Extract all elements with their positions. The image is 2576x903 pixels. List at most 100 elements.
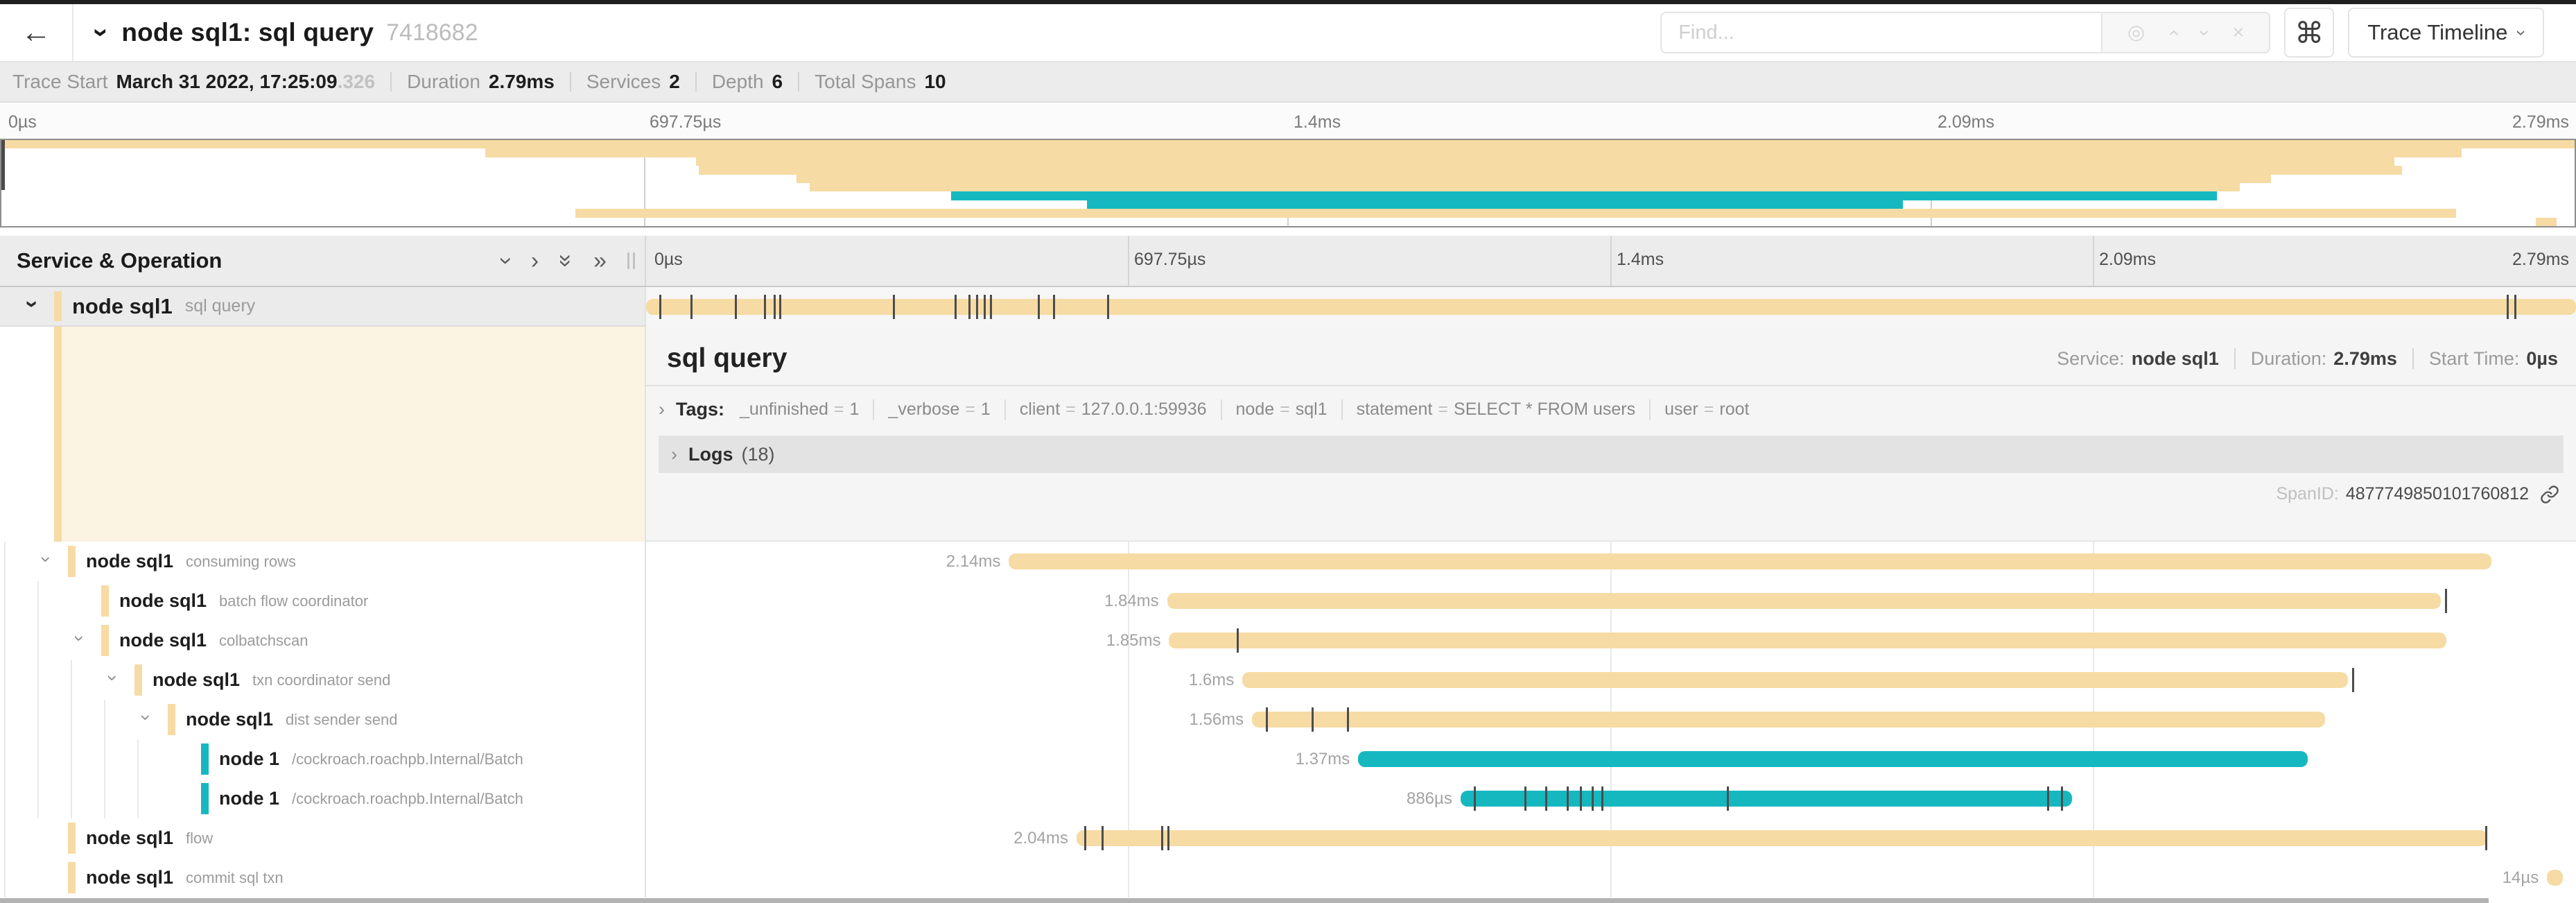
- span-name-cell[interactable]: › node sql1 consuming rows: [0, 542, 646, 581]
- indent-guide: [71, 739, 72, 779]
- trace-info-value: 2.79ms: [488, 71, 555, 92]
- span-name-cell[interactable]: node sql1 batch flow coordinator: [0, 581, 646, 621]
- span-row-timeline[interactable]: 2.04ms: [646, 818, 2576, 858]
- span-bar[interactable]: [1358, 751, 2308, 767]
- span-row-timeline[interactable]: 1.84ms: [646, 581, 2576, 621]
- span-row[interactable]: › node sql1 dist sender send 1.56ms: [0, 700, 2576, 739]
- minimap-span-bar: [485, 148, 2462, 157]
- span-row-timeline[interactable]: 886µs: [646, 779, 2576, 818]
- service-color-stripe: [68, 823, 76, 854]
- tag-item: _unfinished = 1: [740, 399, 859, 420]
- horizontal-scrollbar[interactable]: [0, 897, 2576, 903]
- span-name-cell[interactable]: › node sql1 colbatchscan: [0, 621, 646, 660]
- span-bar[interactable]: [1169, 633, 2447, 648]
- span-name-cell[interactable]: node 1/cockroach.roachpb.Internal/Batch: [0, 779, 646, 818]
- span-name-cell[interactable]: › node sql1 txn coordinator send: [0, 660, 646, 700]
- span-name-cell[interactable]: node sql1 commit sql txn: [0, 858, 646, 897]
- tags-accordion[interactable]: › Tags: _unfinished = 1 _verbose = 1 client = 12…: [646, 386, 2576, 431]
- timeline-axis-header: 0µs 697.75µs 1.4ms 2.09ms 2.79ms: [646, 236, 2576, 286]
- tag-value: 1: [980, 399, 991, 419]
- chevron-down-icon[interactable]: ›: [69, 635, 90, 642]
- log-marker-tick: [779, 295, 782, 319]
- span-row[interactable]: › node sql1 consuming rows 2.14ms: [0, 542, 2576, 581]
- span-bar[interactable]: [1009, 553, 2491, 569]
- trace-info-value: 6: [772, 71, 783, 92]
- column-resize-grip[interactable]: [627, 252, 635, 269]
- span-bar[interactable]: [1460, 791, 2073, 807]
- divider: [1220, 399, 1222, 420]
- trace-minimap: 0µs 697.75µs 1.4ms 2.09ms 2.79ms: [0, 103, 2576, 227]
- logs-accordion[interactable]: › Logs (18): [659, 436, 2564, 473]
- next-match-icon[interactable]: ›: [2193, 29, 2216, 36]
- find-group: ◎ › › ×: [1660, 12, 2271, 53]
- span-bar[interactable]: [1167, 593, 2442, 609]
- operation-name: batch flow coordinator: [219, 592, 369, 610]
- span-row[interactable]: › node sql1 colbatchscan 1.85ms: [0, 621, 2576, 660]
- log-marker-tick: [1545, 786, 1548, 811]
- span-name-cell[interactable]: node 1/cockroach.roachpb.Internal/Batch: [0, 739, 646, 779]
- span-name-cell[interactable]: › node sql1 dist sender send: [0, 700, 646, 739]
- match-target-icon[interactable]: ◎: [2127, 21, 2146, 44]
- back-button[interactable]: ←: [0, 4, 73, 61]
- chevron-down-icon[interactable]: ›: [36, 556, 57, 562]
- span-row-timeline[interactable]: 2.14ms: [646, 542, 2576, 581]
- span-bar[interactable]: [1076, 830, 2487, 846]
- span-row-timeline[interactable]: 1.56ms: [646, 700, 2576, 739]
- tag-key: user: [1664, 399, 1698, 419]
- divider: [1649, 399, 1651, 420]
- span-row[interactable]: node sql1 batch flow coordinator 1.84ms: [0, 581, 2576, 621]
- trace-info-value: March 31 2022, 17:25:09: [116, 71, 338, 92]
- span-row-timeline[interactable]: 14µs: [646, 858, 2576, 897]
- log-marker-tick: [1312, 707, 1314, 732]
- chevron-down-icon[interactable]: ›: [136, 714, 157, 721]
- span-bar[interactable]: [1242, 672, 2349, 688]
- span-bar[interactable]: [646, 299, 2576, 315]
- span-row-timeline[interactable]: 1.85ms: [646, 621, 2576, 660]
- clear-search-icon[interactable]: ×: [2232, 21, 2245, 44]
- span-bar[interactable]: [1252, 712, 2326, 728]
- collapse-all-icon[interactable]: »: [552, 254, 580, 268]
- span-row-timeline[interactable]: 1.6ms: [646, 660, 2576, 700]
- operation-name: txn coordinator send: [252, 671, 391, 689]
- span-row[interactable]: › node sql1 txn coordinator send 1.6ms: [0, 660, 2576, 700]
- indent-guide: [4, 621, 6, 660]
- chevron-down-icon[interactable]: ›: [20, 300, 46, 308]
- span-name-cell[interactable]: › node sql1 sql query: [0, 287, 646, 327]
- axis-tick-label: 2.79ms: [2512, 250, 2569, 269]
- span-row-timeline[interactable]: 1.37ms: [646, 739, 2576, 779]
- minimap-canvas[interactable]: [0, 139, 2576, 227]
- collapse-one-icon[interactable]: ›: [493, 257, 520, 265]
- span-row[interactable]: node sql1 flow 2.04ms: [0, 818, 2576, 858]
- trace-view-selector[interactable]: Trace Timeline ›: [2348, 8, 2544, 58]
- chevron-down-icon[interactable]: ›: [103, 674, 123, 681]
- indent-guide: [4, 818, 6, 858]
- copy-link-icon[interactable]: [2540, 485, 2559, 504]
- prev-match-icon[interactable]: ›: [2161, 29, 2184, 36]
- span-row-timeline[interactable]: [646, 287, 2576, 327]
- divider: [569, 72, 571, 92]
- expand-all-icon[interactable]: »: [593, 248, 607, 274]
- span-row[interactable]: node 1/cockroach.roachpb.Internal/Batch 1…: [0, 739, 2576, 779]
- tag-value: 127.0.0.1:59936: [1081, 399, 1207, 419]
- span-row[interactable]: › node sql1 sql query: [0, 287, 2576, 327]
- keyboard-shortcuts-button[interactable]: ⌘: [2284, 8, 2335, 58]
- span-name-cell[interactable]: node sql1 flow: [0, 818, 646, 858]
- span-detail-title: sql query: [667, 343, 787, 373]
- minimap-range-handle[interactable]: [1, 140, 5, 190]
- span-id-value: 4877749850101760812: [2345, 484, 2529, 504]
- log-marker-tick: [989, 295, 992, 319]
- span-row[interactable]: node sql1 commit sql txn 14µs: [0, 858, 2576, 897]
- span-bar[interactable]: [2547, 870, 2563, 886]
- span-row[interactable]: node 1/cockroach.roachpb.Internal/Batch 8…: [0, 779, 2576, 818]
- detail-meta-label: Service:: [2057, 347, 2125, 369]
- find-input[interactable]: [1660, 12, 2102, 53]
- span-detail-panel: sql query Service: node sql1 Duration: 2.79…: [646, 327, 2576, 542]
- timeline-column-header: Service & Operation › › » » 0µs 697.75µs 1…: [0, 236, 2576, 287]
- log-marker-tick: [1102, 826, 1104, 850]
- span-id-row: SpanID: 4877749850101760812: [646, 473, 2576, 504]
- expand-one-icon[interactable]: ›: [530, 248, 539, 274]
- collapse-trace-icon[interactable]: ›: [86, 28, 117, 37]
- scrollbar-thumb[interactable]: [0, 898, 2489, 903]
- tag-key: node: [1235, 399, 1275, 419]
